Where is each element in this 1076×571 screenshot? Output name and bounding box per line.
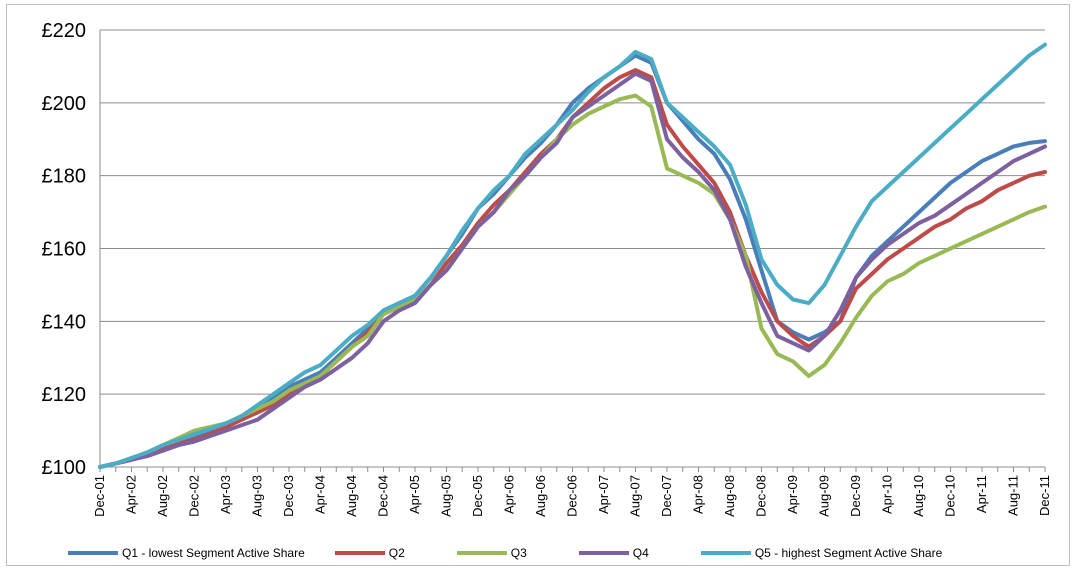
legend-swatch <box>700 551 751 555</box>
legend-item: Q1 - lowest Segment Active Share <box>68 546 305 560</box>
x-tick-label: Dec-01 <box>92 475 107 517</box>
legend-item: Q3 <box>456 546 527 560</box>
x-tick-label: Apr-05 <box>407 475 422 514</box>
x-tick-label: Apr-09 <box>785 475 800 514</box>
x-tick-label: Aug-02 <box>155 475 170 517</box>
legend-swatch <box>334 551 385 555</box>
legend-item: Q4 <box>578 546 649 560</box>
y-tick-label: £120 <box>42 384 87 406</box>
legend: Q1 - lowest Segment Active Share Q2 Q3 Q4 Q5… <box>68 545 942 561</box>
x-tick-label: Dec-04 <box>376 475 391 517</box>
tick-labels: £100 £120 £140 £160 £180 £200 £220 Dec-01 Apr-02… <box>42 20 1053 517</box>
x-tick-label: Apr-10 <box>880 475 895 514</box>
x-tick-label: Dec-06 <box>565 475 580 517</box>
x-tick-label: Aug-07 <box>628 475 643 517</box>
x-tick-label: Aug-06 <box>533 475 548 517</box>
legend-label: Q3 <box>510 546 527 560</box>
x-tick-label: Aug-10 <box>911 475 926 517</box>
legend-swatch <box>578 551 629 555</box>
legend-swatch <box>456 551 507 555</box>
legend-item: Q5 - highest Segment Active Share <box>700 546 943 560</box>
y-tick-label: £200 <box>42 93 87 115</box>
x-tick-label: Apr-04 <box>313 475 328 514</box>
legend-label: Q2 <box>388 546 405 560</box>
legend-label: Q4 <box>632 546 649 560</box>
x-tick-label: Aug-04 <box>344 475 359 517</box>
x-tick-label: Aug-05 <box>439 475 454 517</box>
legend-label: Q1 - lowest Segment Active Share <box>122 546 305 560</box>
x-tick-label: Aug-11 <box>1006 475 1021 516</box>
legend-item: Q2 <box>334 546 405 560</box>
legend-swatch <box>68 551 118 555</box>
x-tick-label: Dec-08 <box>754 475 769 517</box>
x-tick-label: Apr-08 <box>691 475 706 514</box>
x-tick-label: Dec-05 <box>470 475 485 517</box>
x-tick-label: Dec-02 <box>187 475 202 517</box>
y-tick-label: £220 <box>42 20 87 42</box>
series-line <box>98 42 1047 469</box>
x-tick-label: Dec-09 <box>848 475 863 517</box>
x-tick-label: Aug-09 <box>817 475 832 517</box>
x-tick-label: Apr-06 <box>502 475 517 514</box>
x-tick-label: Dec-10 <box>943 475 958 517</box>
series-line <box>98 93 1047 469</box>
x-tick-label: Apr-02 <box>124 475 139 514</box>
series-line <box>98 71 1047 469</box>
series-lines <box>98 42 1047 469</box>
chart-frame <box>6 4 1070 566</box>
y-tick-label: £180 <box>42 166 87 188</box>
series-line <box>98 68 1047 469</box>
x-tick-label: Dec-07 <box>659 475 674 517</box>
x-tick-label: Aug-03 <box>250 475 265 517</box>
legend-label: Q5 - highest Segment Active Share <box>754 546 943 560</box>
x-tick-label: Apr-11 <box>974 475 989 513</box>
x-tick-label: Dec-11 <box>1037 475 1052 516</box>
x-tick-label: Aug-08 <box>722 475 737 517</box>
y-tick-label: £160 <box>42 239 87 261</box>
x-tick-label: Apr-07 <box>596 475 611 514</box>
axes <box>99 30 1046 472</box>
x-tick-label: Apr-03 <box>218 475 233 514</box>
y-tick-label: £100 <box>42 457 87 479</box>
y-tick-label: £140 <box>42 311 87 333</box>
x-tick-label: Dec-03 <box>281 475 296 517</box>
